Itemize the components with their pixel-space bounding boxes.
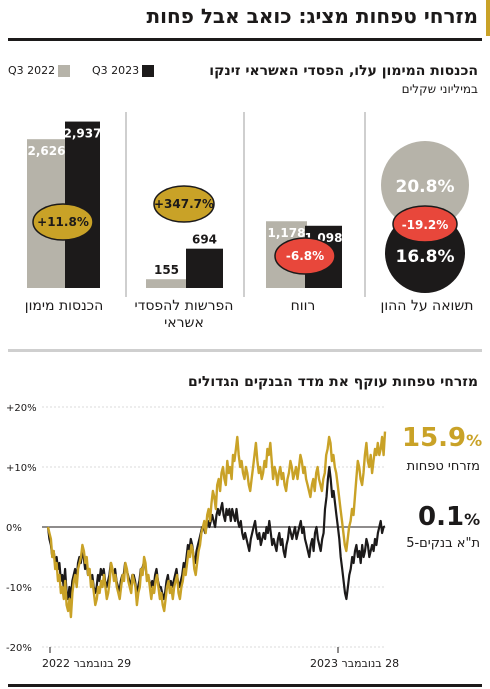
roe-category-label: תשואה על ההון: [380, 298, 474, 314]
series-label-index: 0.1%: [418, 502, 480, 532]
series-line-mizrahi: [46, 431, 387, 619]
y-tick-label: -10%: [6, 583, 32, 594]
change-badge-label: +347.7%: [154, 197, 214, 211]
roe-change-label: -19.2%: [402, 218, 449, 232]
bar-value-label: 694: [192, 233, 217, 247]
bar-value-label: 155: [154, 263, 179, 277]
y-tick-label: -20%: [6, 643, 32, 654]
legend-label-2023: Q3 2023: [92, 64, 140, 77]
roe-bubble-q3-2022: [381, 141, 469, 229]
panel2-subtitle: מזרחי טפחות עוקף את מדד הבנקים הגדולים: [187, 374, 478, 390]
series-name-index: ת"א בנקים-5: [406, 536, 480, 551]
line-chart: +20% +10% 0% -10% -20%: [6, 403, 387, 654]
x-label-end: 28 בנובמבר 2023: [310, 657, 400, 670]
series-value: 0.1: [418, 502, 465, 532]
panel1-subtitle: הכנסות המימון עלו, הפסדי האשראי זינקו: [209, 63, 478, 79]
page-title: מזרחי טפחות מציג: כואב אבל פחות: [146, 4, 478, 28]
legend-swatch-2023: [142, 65, 154, 77]
bar-value-label: 2,937: [64, 127, 102, 141]
bottom-rule: [8, 684, 482, 687]
bar-q3-2022: [266, 221, 307, 288]
x-label-start: 29 בנובמבר 2022: [42, 657, 132, 670]
section-rule: [8, 349, 482, 352]
panel-separator: [243, 112, 245, 297]
roe-bubble-q3-2023: [385, 213, 465, 293]
change-badge-label: +11.8%: [37, 215, 89, 229]
series-name-mizrahi: מזרחי טפחות: [406, 459, 480, 474]
roe-change-badge: [392, 205, 458, 243]
title-accent-bar: [486, 0, 490, 36]
bar-category-label: הכנסות מימון: [24, 298, 104, 314]
bar-q3-2022: [146, 279, 187, 288]
series-pct: %: [464, 510, 481, 529]
change-badge-label: -6.8%: [286, 249, 324, 263]
y-tick-label: +20%: [6, 403, 37, 414]
series-label-mizrahi: 15.9%: [402, 423, 482, 453]
y-tick-label: +10%: [6, 463, 37, 474]
change-badge: [153, 185, 215, 223]
panel-separator: [364, 112, 366, 297]
series-value: 15.9: [402, 423, 467, 453]
roe-value-label: 20.8%: [396, 177, 455, 197]
series-line-index: [46, 465, 386, 601]
change-badge: [32, 203, 94, 241]
bar-q3-2023: [186, 248, 223, 288]
series-pct: %: [466, 431, 483, 450]
bar-q3-2023: [65, 121, 100, 288]
panel-separator: [125, 112, 127, 297]
bar-category-label: רווח: [290, 298, 316, 314]
panel1-unit: במיליוני שקלים: [401, 82, 478, 96]
legend-swatch-2022: [58, 65, 70, 77]
roe-value-label: 16.8%: [396, 247, 455, 267]
y-tick-label: 0%: [6, 523, 22, 534]
bar-q3-2023: [305, 225, 342, 288]
change-badge: [274, 237, 336, 275]
bar-charts: 2,626 2,937 +11.8% 155 694 +347.7% 1,178 1,098 -…: [27, 121, 469, 293]
title-rule: [8, 38, 482, 41]
bar-value-label: 1,098: [305, 231, 343, 245]
legend-label-2022: Q3 2022: [8, 64, 56, 77]
bar-value-label: 2,626: [28, 144, 66, 158]
bar-category-label: הפרשות להפסדי אשראי: [134, 298, 234, 331]
bar-value-label: 1,178: [268, 226, 306, 240]
bar-q3-2022: [27, 139, 66, 288]
